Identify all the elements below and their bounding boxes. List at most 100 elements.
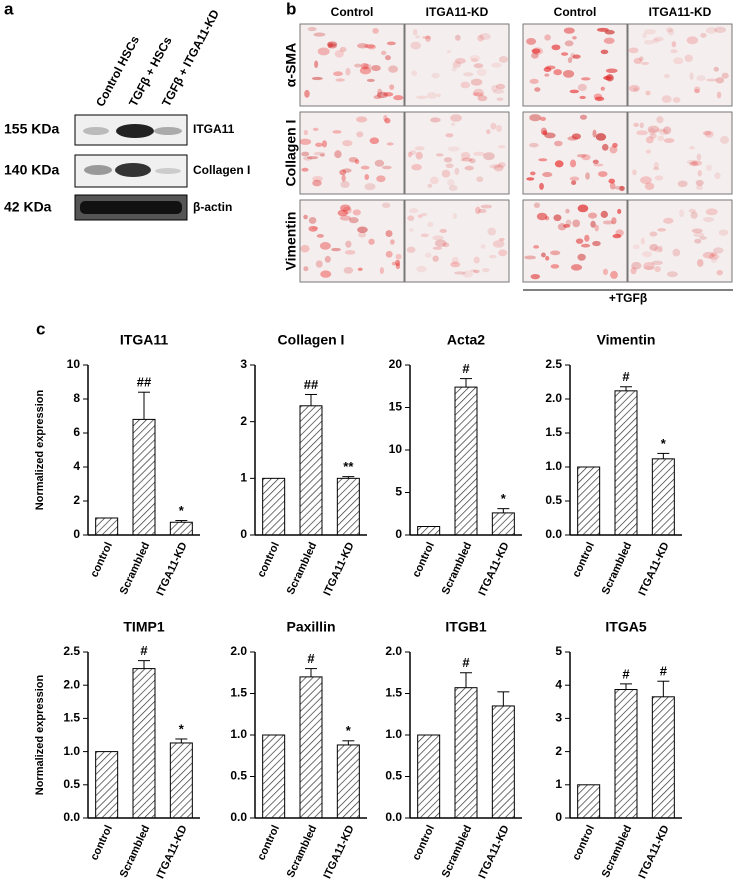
micrograph — [522, 111, 628, 195]
bar — [614, 689, 638, 819]
cell — [383, 114, 388, 122]
significance-label: ## — [304, 377, 319, 392]
cell — [492, 89, 505, 94]
cell — [473, 88, 484, 97]
cell — [545, 256, 550, 261]
cell — [653, 36, 664, 42]
cell — [320, 270, 332, 278]
cell — [644, 182, 655, 190]
cell — [344, 250, 356, 255]
bar — [417, 526, 441, 536]
cell — [658, 245, 663, 253]
band — [115, 163, 151, 177]
significance-label: # — [622, 369, 630, 384]
cell — [327, 41, 338, 47]
cell — [439, 228, 447, 233]
cell — [671, 41, 677, 48]
band — [154, 127, 182, 135]
cell — [452, 61, 461, 68]
cell — [342, 139, 353, 147]
cell — [342, 168, 352, 173]
cell — [313, 32, 326, 37]
cell — [719, 135, 730, 144]
row-label: α-SMA — [283, 43, 299, 87]
cell — [695, 185, 703, 190]
cell — [628, 47, 639, 54]
cell — [372, 28, 379, 34]
cell — [545, 65, 556, 70]
cell — [584, 234, 590, 242]
bar — [491, 705, 515, 819]
cell — [427, 221, 434, 228]
y-tick-label: 1.0 — [230, 727, 247, 741]
cell — [691, 228, 703, 234]
cell — [598, 171, 608, 177]
x-tick-label: ITGA11-KD — [322, 540, 357, 597]
cell — [710, 251, 717, 257]
cell — [420, 233, 429, 238]
cell — [567, 136, 578, 141]
cell — [633, 57, 643, 64]
cell — [426, 92, 438, 99]
cell — [333, 71, 343, 77]
cell — [491, 84, 498, 92]
cell — [600, 86, 605, 91]
cell — [489, 164, 501, 169]
cell — [540, 127, 548, 136]
cell — [436, 93, 441, 98]
cell — [642, 32, 647, 39]
cell — [706, 78, 717, 82]
cell — [718, 229, 729, 236]
cell — [390, 239, 395, 245]
significance-label: # — [462, 655, 470, 670]
y-tick-label: 2.5 — [63, 644, 80, 658]
cell — [605, 68, 618, 73]
cell — [654, 265, 661, 273]
cell — [609, 145, 618, 154]
cell — [572, 219, 581, 228]
cell — [332, 130, 342, 134]
cell — [475, 206, 481, 215]
cell — [374, 159, 385, 167]
y-tick-label: 2.0 — [230, 644, 247, 658]
y-tick-label: 10 — [67, 357, 81, 371]
bar — [95, 751, 119, 819]
cell — [454, 271, 466, 275]
cell — [493, 164, 504, 172]
micrograph — [404, 199, 510, 283]
cell — [619, 185, 625, 192]
cell — [462, 270, 474, 278]
cell — [432, 235, 444, 241]
y-tick-label: 8 — [73, 391, 80, 405]
panel-label: a — [4, 0, 14, 18]
cell — [567, 57, 573, 64]
band-size: 155 KDa — [4, 121, 59, 137]
y-tick-label: 1.5 — [63, 711, 80, 725]
cell — [551, 44, 561, 51]
cell — [581, 77, 591, 81]
cell — [686, 36, 699, 45]
y-tick-label: 0 — [73, 527, 80, 541]
cell — [301, 167, 309, 172]
chart-title: ITGA11 — [120, 332, 168, 348]
column-label: Control — [554, 5, 597, 19]
chart-title: ITGB1 — [445, 619, 486, 635]
cell — [480, 204, 493, 209]
y-tick-label: 1.0 — [545, 459, 562, 473]
cell — [657, 228, 667, 232]
cell — [677, 180, 688, 188]
cell — [460, 81, 471, 89]
cell — [649, 133, 657, 139]
y-tick-label: 0.5 — [385, 769, 402, 783]
cell — [710, 255, 718, 264]
bar — [299, 405, 323, 536]
cell — [354, 63, 362, 68]
y-tick-label: 1.0 — [63, 744, 80, 758]
cell — [381, 50, 387, 56]
cell — [694, 88, 700, 94]
cell — [563, 27, 575, 34]
micrograph — [299, 199, 405, 283]
cell — [601, 143, 609, 151]
error-bar — [497, 508, 510, 513]
cell — [303, 156, 313, 161]
